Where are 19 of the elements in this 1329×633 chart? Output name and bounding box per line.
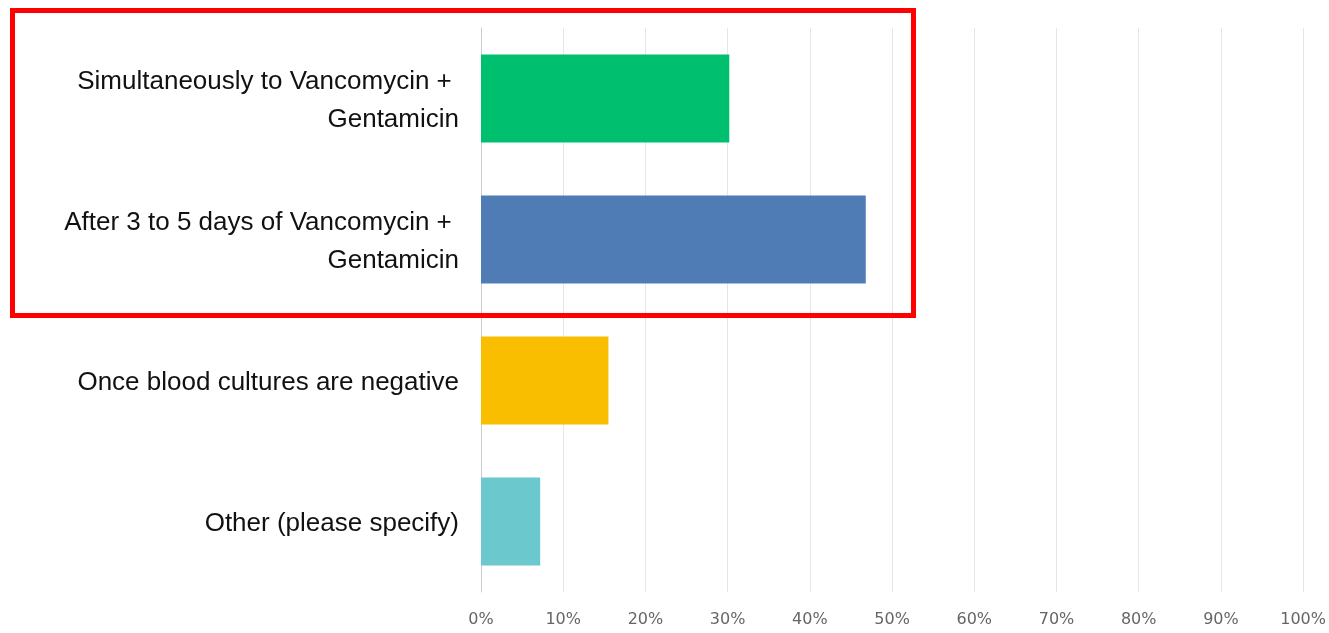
bar [481, 336, 609, 425]
x-tick-label: 0% [468, 608, 494, 628]
bar [481, 195, 866, 284]
y-tick-label: After 3 to 5 days of Vancomycin + Gentamicin [64, 205, 459, 274]
x-tick-label: 80% [1120, 608, 1157, 628]
y-tick-label: Simultaneously to Vancomycin + Gentamicin [77, 64, 459, 133]
x-tick-label: 40% [792, 608, 828, 628]
x-tick-label: 10% [545, 608, 581, 628]
x-tick-label: 30% [709, 608, 746, 628]
bar [481, 54, 730, 143]
bar [481, 477, 541, 566]
x-tick-label: 90% [1203, 608, 1239, 628]
x-tick-label: 60% [956, 608, 993, 628]
x-tick-label: 50% [874, 608, 910, 628]
x-tick-label: 100% [1280, 608, 1326, 628]
y-tick-label: Once blood cultures are negative [77, 365, 459, 396]
x-tick-label: 20% [627, 608, 664, 628]
x-tick-label: 70% [1038, 608, 1075, 628]
y-tick-label: Other (please specify) [204, 506, 459, 537]
